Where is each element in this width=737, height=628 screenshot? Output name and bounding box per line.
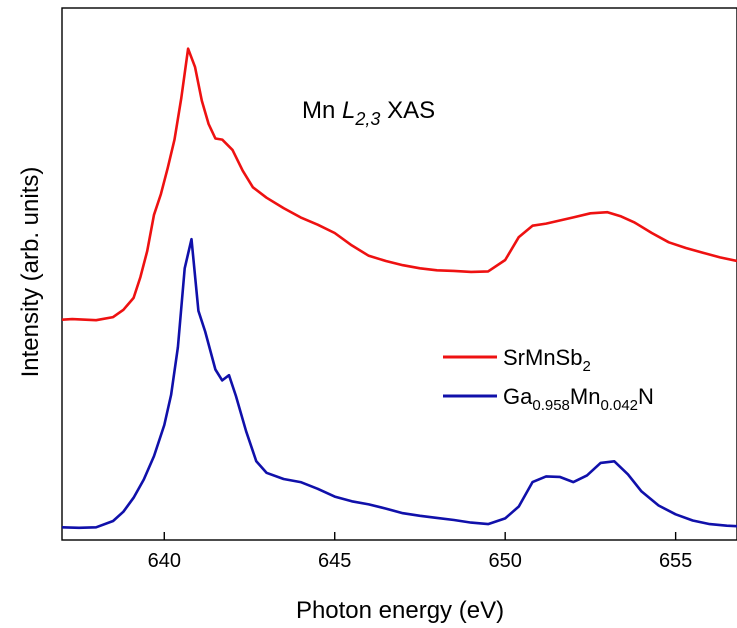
x-tick-label: 645 — [318, 550, 351, 572]
legend-gamnn-sub2: 0.042 — [600, 397, 638, 414]
x-axis-label: Photon energy (eV) — [296, 597, 504, 624]
title-italic: L — [342, 97, 355, 124]
x-axis-ticks: 640 645 650 655 — [148, 532, 692, 572]
legend-srmnsb2-sub: 2 — [582, 358, 590, 375]
legend-label-gamnn: Ga0.958Mn0.042N — [503, 384, 654, 414]
legend: SrMnSb2 Ga0.958Mn0.042N — [443, 345, 654, 414]
title-prefix: Mn — [302, 97, 342, 124]
x-tick-label: 640 — [148, 550, 181, 572]
y-axis-label: Intensity (arb. units) — [17, 167, 44, 378]
plot-frame — [61, 7, 737, 541]
legend-gamnn-mid: Mn — [570, 384, 601, 409]
series-layer — [61, 47, 737, 530]
legend-gamnn-base: Ga — [503, 384, 533, 409]
legend-srmnsb2-base: SrMnSb — [503, 345, 582, 370]
legend-label-srmnsb2: SrMnSb2 — [503, 345, 591, 375]
x-tick-label: 650 — [488, 550, 521, 572]
series-line-0 — [61, 47, 737, 322]
title-suffix: XAS — [380, 97, 435, 124]
title-italic-sub: 2,3 — [354, 109, 380, 129]
legend-gamnn-sub1: 0.958 — [532, 397, 570, 414]
x-tick-label: 655 — [659, 550, 692, 572]
legend-gamnn-end: N — [638, 384, 654, 409]
plot-area: 640 645 650 655 — [61, 7, 737, 572]
series-line-1 — [61, 237, 737, 530]
chart-title: Mn L2,3 XAS — [302, 97, 435, 129]
